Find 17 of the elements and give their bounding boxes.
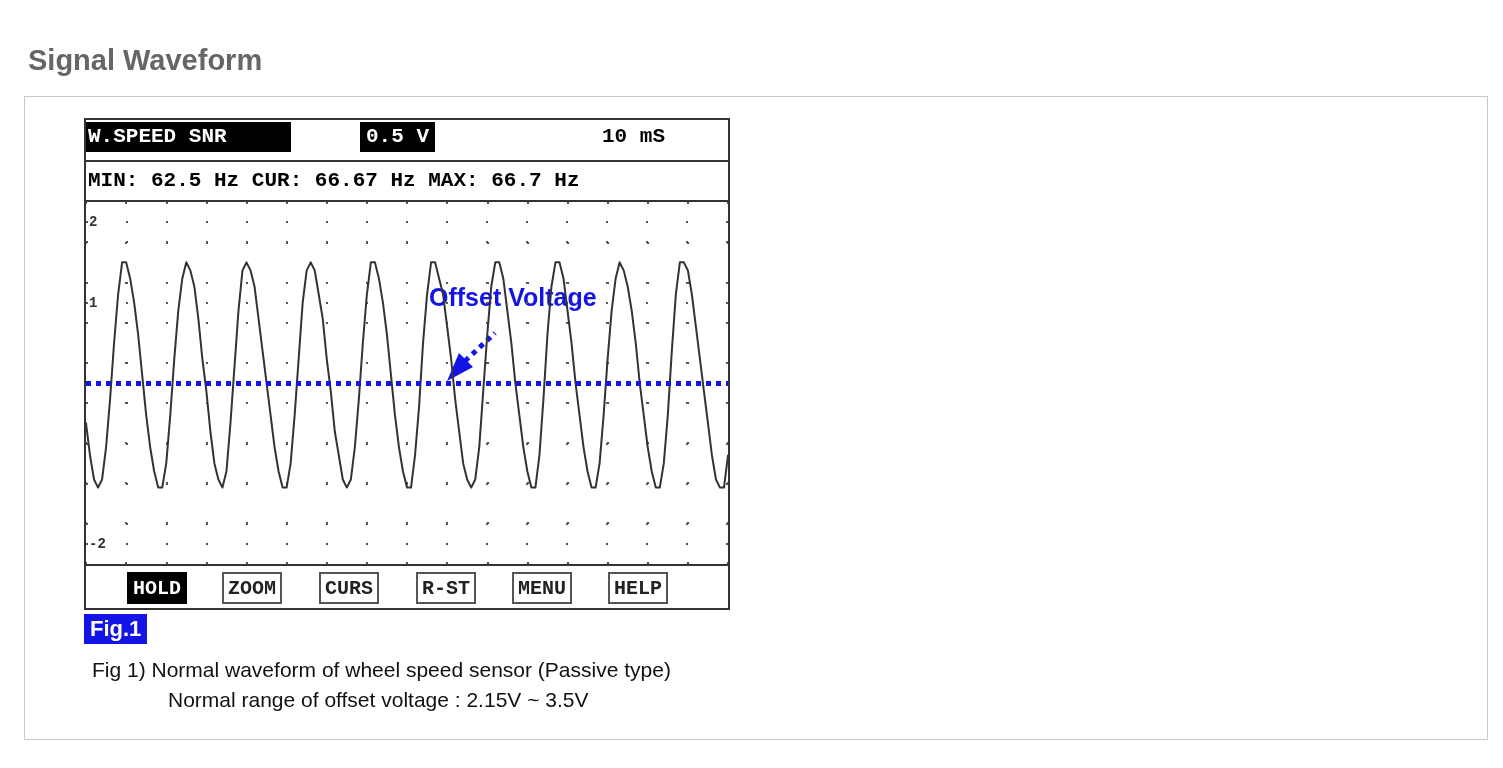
text: W.SPEED SNR [86,122,291,152]
text: HELP [608,572,669,604]
text: ZOOM [222,572,283,604]
y-tick-label: -2 [89,535,106,552]
y-tick-label: 2 [89,214,98,231]
text: 0.5 V [360,122,436,152]
text: Normal range of offset voltage : 2.15V ~ 3.5V [168,688,589,712]
caption: Fig 1) Normal waveform of wheel speed sensor (Passive type) [92,658,671,682]
chart-title: Signal Waveform [28,44,263,77]
text: MENU [512,572,573,604]
text: HOLD [127,572,188,604]
text: 10 mS [602,124,666,150]
text: MIN: 62.5 Hz CUR: 66.67 Hz MAX: 66.7 Hz [88,168,580,194]
y-tick-label: 1 [89,294,98,311]
text: CURS [319,572,380,604]
text: R-ST [416,572,477,604]
caption: Fig.1 [84,614,148,644]
